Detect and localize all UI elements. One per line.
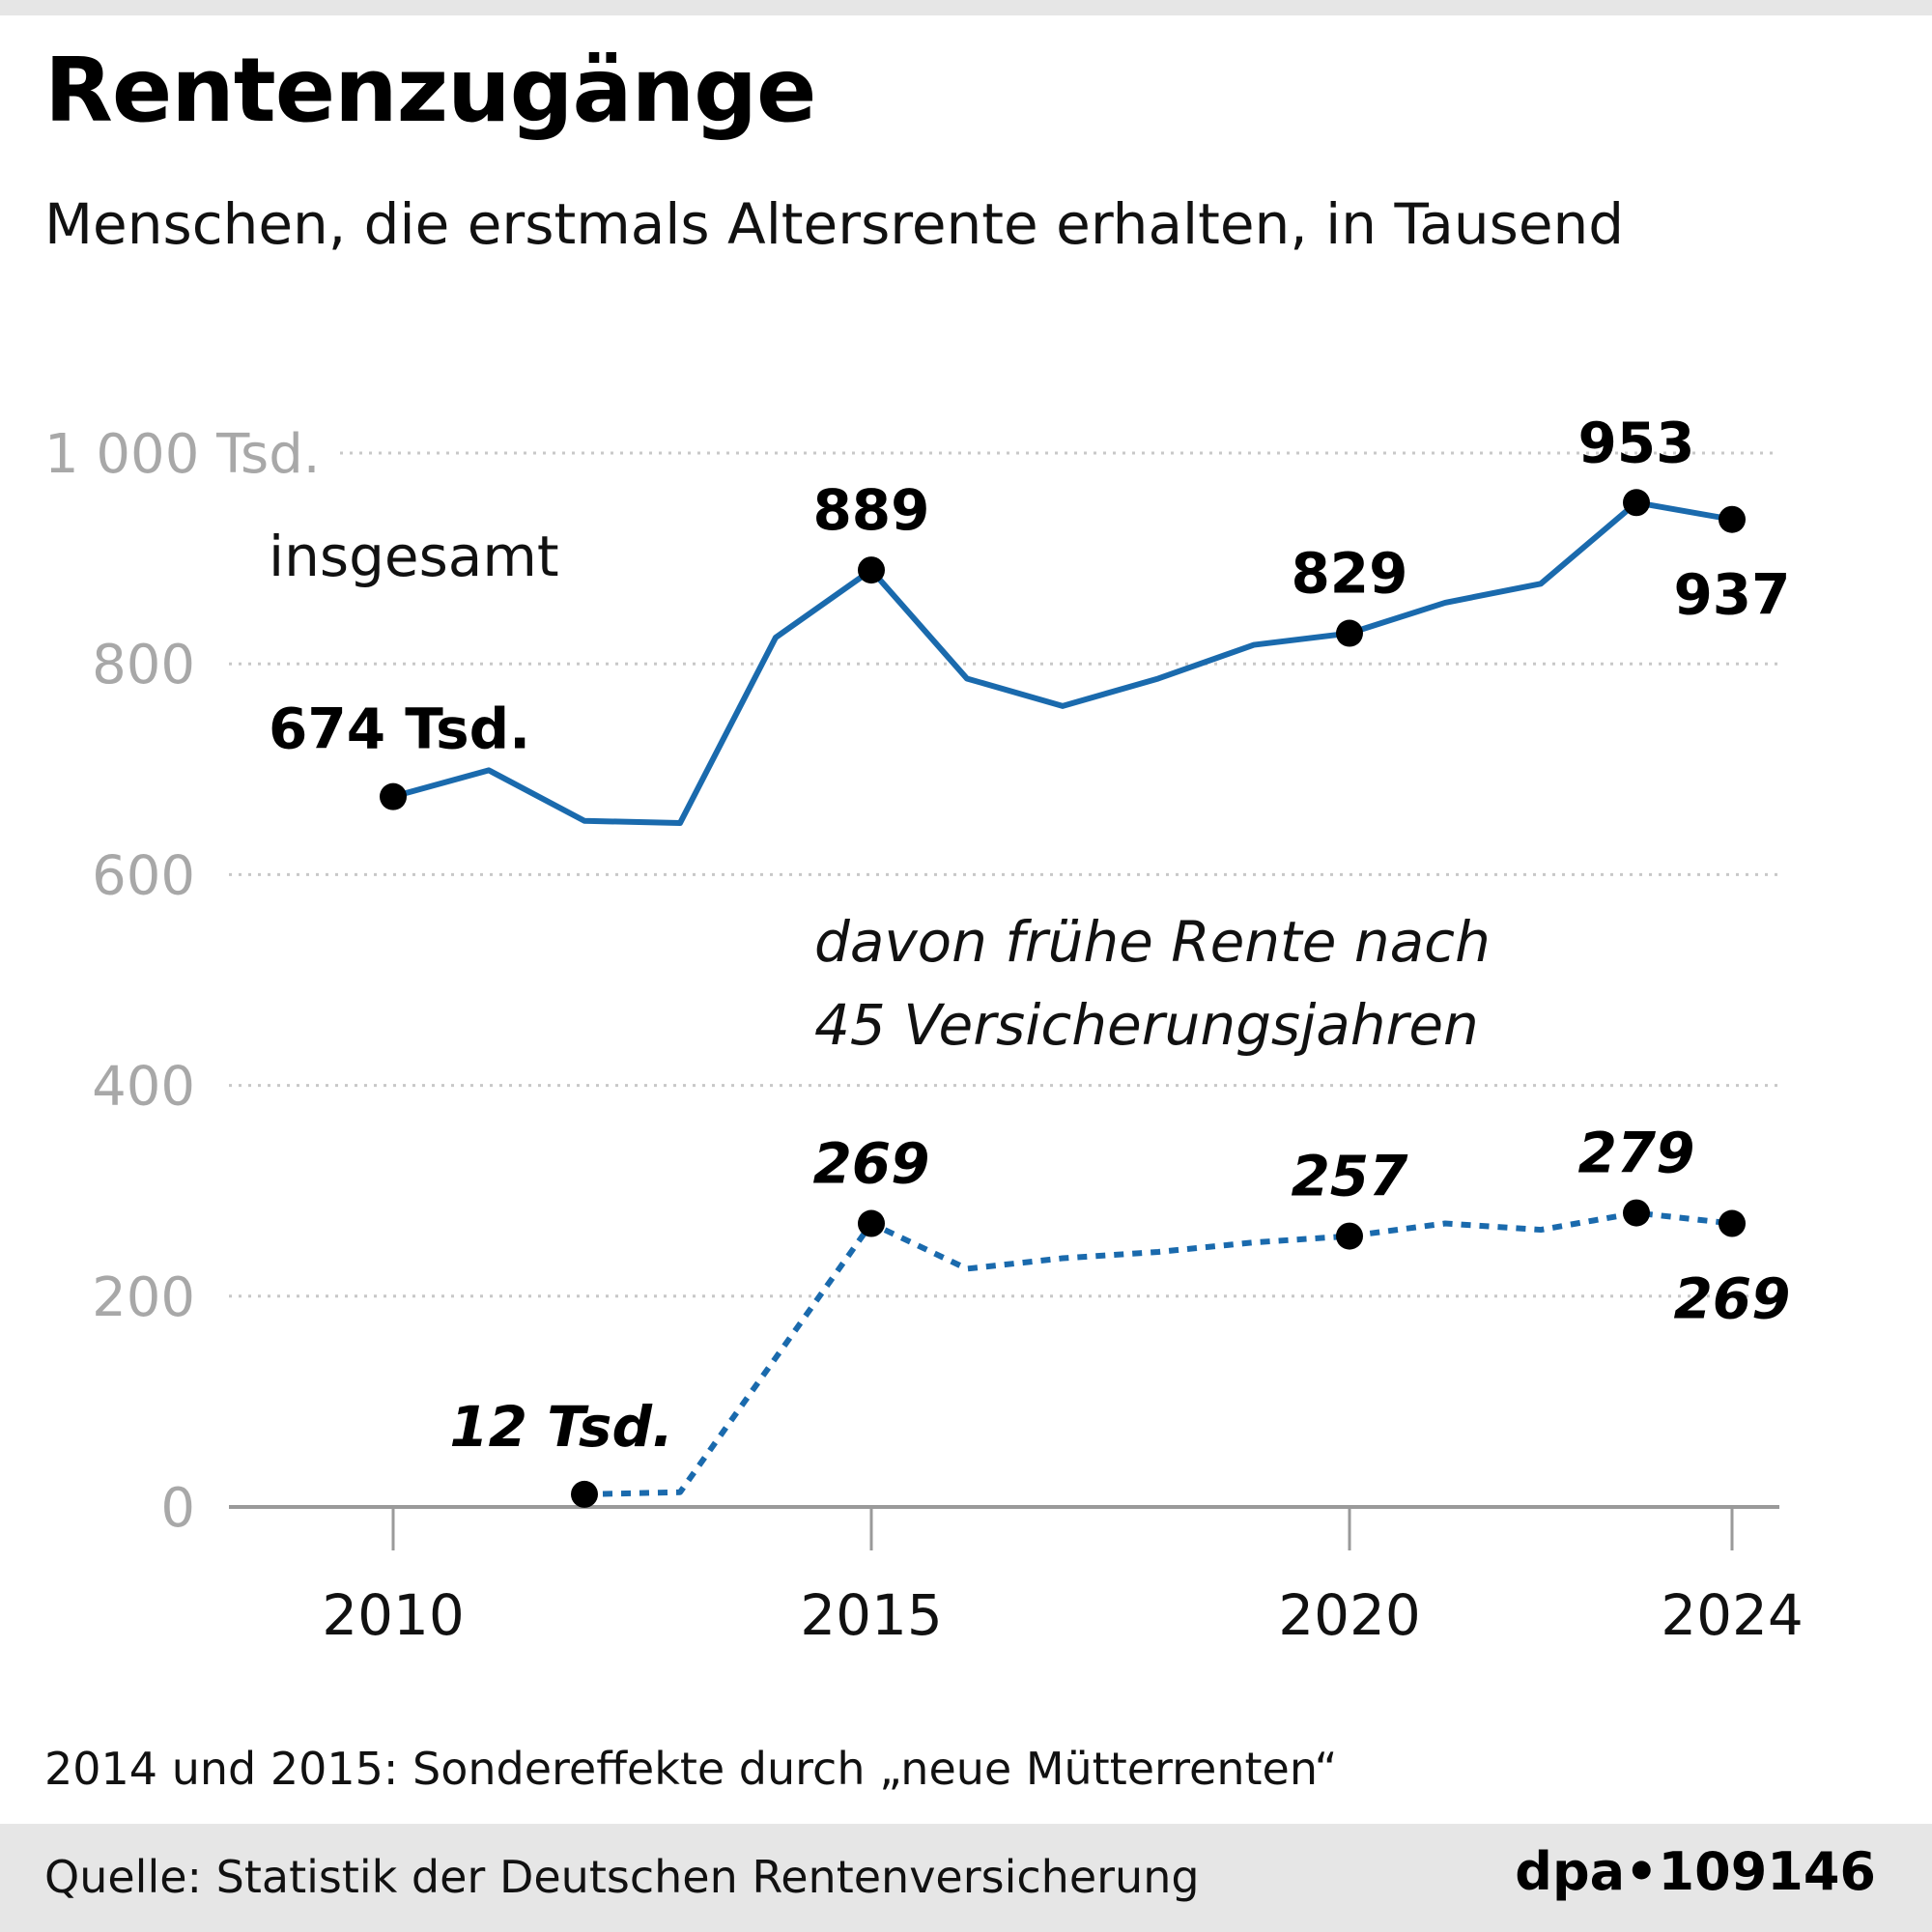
data-point bbox=[1336, 1222, 1363, 1250]
data-point bbox=[1719, 505, 1746, 533]
data-point bbox=[1623, 1199, 1650, 1227]
data-label: 937 bbox=[1673, 562, 1790, 628]
y-tick-label: 400 bbox=[92, 1056, 195, 1119]
data-point bbox=[1336, 619, 1363, 647]
data-label: 257 bbox=[1291, 1144, 1408, 1209]
data-point bbox=[858, 556, 885, 584]
data-label: 674 Tsd. bbox=[269, 696, 530, 762]
y-tick-label: 600 bbox=[92, 844, 195, 907]
chart-title: Rentenzugänge bbox=[44, 39, 816, 142]
data-label: 953 bbox=[1577, 410, 1694, 475]
series-label-total: insgesamt bbox=[269, 524, 559, 589]
data-point bbox=[1719, 1209, 1746, 1237]
footnote: 2014 und 2015: Sondereffekte durch „neue… bbox=[44, 1743, 1338, 1795]
data-label: 269 bbox=[812, 1131, 929, 1197]
data-label: 269 bbox=[1673, 1266, 1790, 1332]
data-label: 889 bbox=[812, 477, 929, 543]
y-tick-label: 0 bbox=[160, 1477, 195, 1540]
data-label: 279 bbox=[1577, 1121, 1694, 1186]
footer-bar bbox=[0, 1824, 1932, 1932]
x-tick-label: 2010 bbox=[322, 1582, 465, 1648]
x-tick-label: 2015 bbox=[800, 1582, 943, 1648]
data-point bbox=[858, 1209, 885, 1237]
series-label-early-retirement: 45 Versicherungsjahren bbox=[814, 992, 1479, 1058]
y-tick-label: 200 bbox=[92, 1266, 195, 1329]
brand-logo: dpa•109146 bbox=[1515, 1841, 1876, 1902]
data-point bbox=[571, 1480, 598, 1508]
series-label-early-retirement: davon frühe Rente nach bbox=[814, 909, 1491, 975]
data-label: 829 bbox=[1291, 541, 1407, 607]
series-line-total bbox=[392, 499, 1733, 826]
series-line-early-retirement bbox=[583, 1209, 1733, 1497]
data-point bbox=[1623, 489, 1650, 517]
x-tick-label: 2024 bbox=[1661, 1582, 1804, 1648]
data-point bbox=[380, 782, 407, 810]
chart-subtitle: Menschen, die erstmals Altersrente erhal… bbox=[44, 191, 1625, 257]
x-tick-label: 2020 bbox=[1278, 1582, 1421, 1648]
top-bar bbox=[0, 0, 1932, 15]
line-chart: 0 200 400 600 800 1 000 Tsd. 2010 2015 2020 2024 6… bbox=[44, 410, 1804, 1648]
y-tick-label: 800 bbox=[92, 634, 195, 696]
y-tick-label: 1 000 Tsd. bbox=[44, 423, 321, 486]
source-text: Quelle: Statistik der Deutschen Rentenve… bbox=[44, 1851, 1200, 1903]
data-label: 12 Tsd. bbox=[449, 1394, 673, 1460]
